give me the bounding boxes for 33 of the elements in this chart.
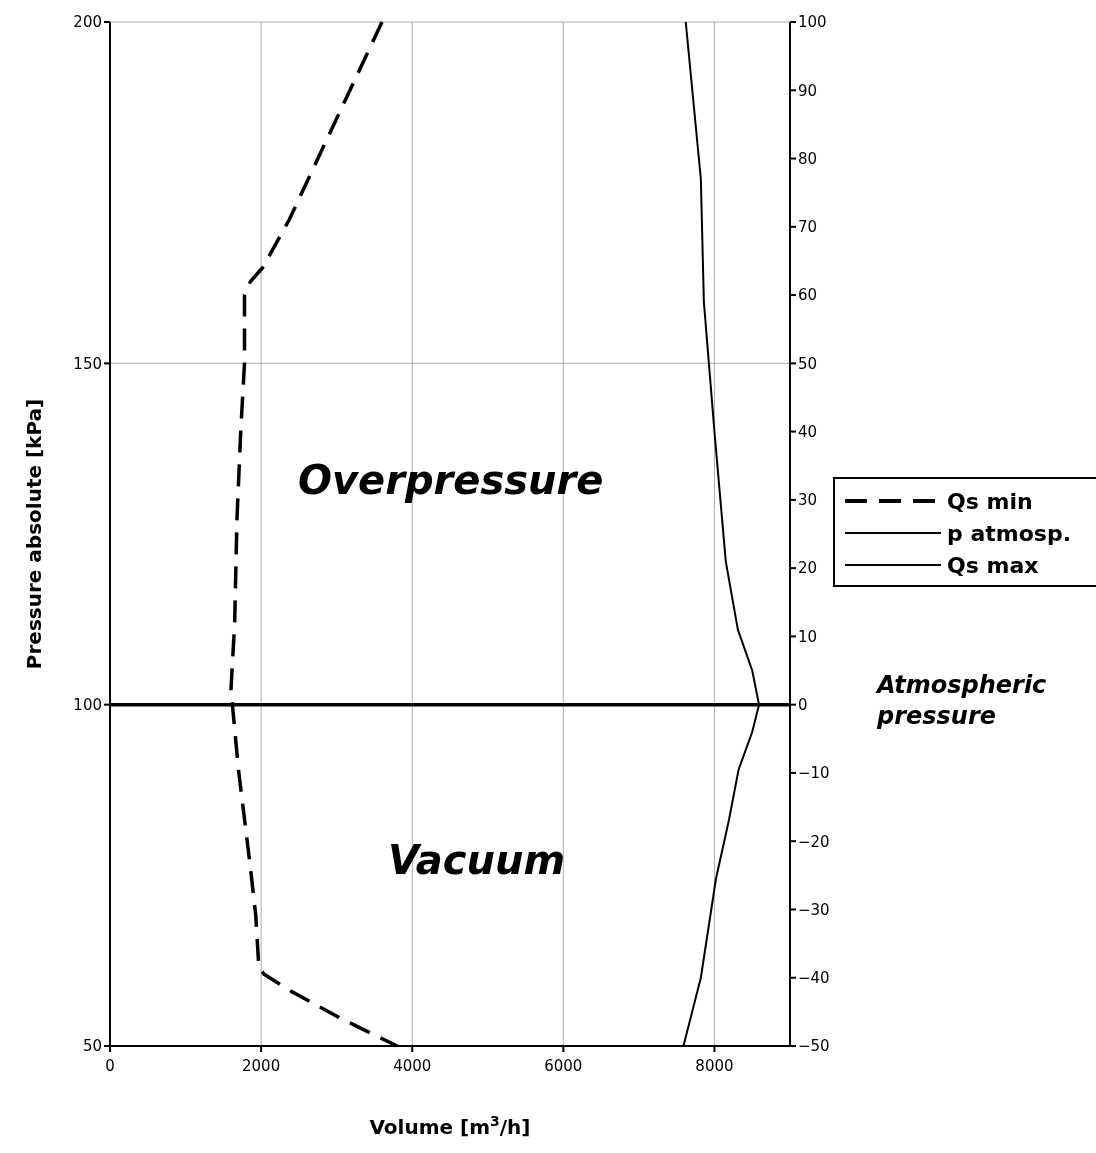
y2-tick-label: 10 [798,627,818,646]
x-tick-label: 2000 [242,1056,281,1075]
y2-tick-label: 0 [798,695,808,714]
y2-tick-label: 30 [798,491,818,510]
y2-tick-label: −40 [798,969,830,988]
y2-tick-label: 100 [798,13,827,32]
x-tick-label: 6000 [544,1056,583,1075]
y2-tick-label: 60 [798,286,818,305]
x-tick-label: 8000 [695,1056,734,1075]
y2-tick-label: 70 [798,218,818,237]
y2-tick-label: 40 [798,422,818,441]
x-tick-label: 4000 [393,1056,432,1075]
y-tick-label: 100 [73,695,102,714]
annotation: Overpressure [298,456,604,505]
annotation: Vacuum [388,836,566,885]
legend-label: Qs max [947,552,1039,578]
text: Atmospheric pressure [877,670,1047,733]
y-tick-label: 150 [73,354,102,373]
y-tick-label: 50 [82,1037,102,1056]
y-tick-label: 200 [73,13,102,32]
x-tick-label: 0 [105,1056,115,1075]
y-axis-title: Pressure absolute [kPa] [22,398,47,670]
y2-tick-label: 20 [798,559,818,578]
y2-tick-label: −30 [798,900,830,919]
x-axis-title: Volume [m$^{3}$/h] [369,1113,531,1139]
y2-tick-label: −10 [798,764,830,783]
y2-tick-label: 80 [798,149,818,168]
y2-tick-label: 50 [798,354,818,373]
legend-label: p atmosp. [947,520,1072,546]
y2-tick-label: 90 [798,81,818,100]
y2-tick-label: −50 [798,1037,830,1056]
y2-tick-label: −20 [798,832,830,851]
legend-label: Qs min [947,488,1033,514]
